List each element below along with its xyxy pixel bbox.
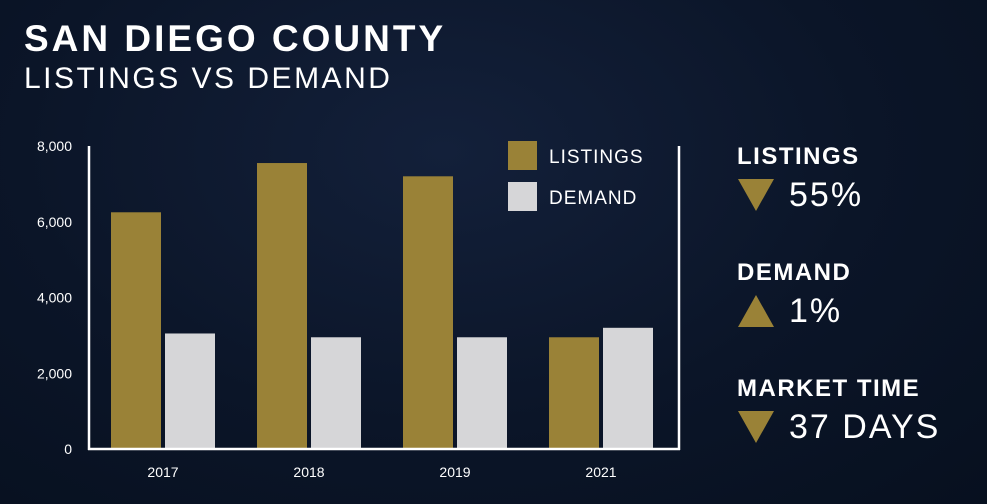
bar-demand-2019 — [457, 337, 507, 449]
x-tick-label: 2017 — [147, 464, 178, 480]
y-tick-label: 2,000 — [37, 365, 72, 381]
bar-chart: 0 2,000 4,000 6,000 8,000 2017 2018 2019 2021 L… — [37, 138, 653, 480]
stat-value: 55% — [789, 176, 864, 214]
y-tick-label: 4,000 — [37, 290, 72, 306]
down-triangle-icon — [738, 179, 774, 211]
stat-label: LISTINGS — [737, 143, 860, 170]
bar-listings-2019 — [403, 176, 453, 450]
bar-demand-2021 — [603, 327, 653, 449]
x-tick-label: 2019 — [439, 464, 470, 480]
bar-demand-2017 — [165, 333, 215, 449]
page-subtitle: LISTINGS VS DEMAND — [24, 62, 393, 95]
x-tick-label: 2018 — [293, 464, 324, 480]
legend-swatch-demand — [508, 182, 537, 211]
stat-value: 37 DAYS — [789, 408, 941, 446]
legend-label-listings: LISTINGS — [549, 147, 644, 168]
stat-market-time: MARKET TIME 37 DAYS — [737, 374, 940, 446]
bar-listings-2021 — [549, 337, 599, 449]
stat-label: DEMAND — [737, 259, 852, 286]
stat-label: MARKET TIME — [737, 375, 921, 402]
bar-listings-2018 — [257, 163, 307, 449]
stat-value: 1% — [789, 292, 843, 330]
stat-listings: LISTINGS 55% — [737, 142, 863, 214]
bar-listings-2017 — [111, 212, 161, 449]
down-triangle-icon — [738, 411, 774, 443]
stat-demand: DEMAND 1% — [737, 258, 851, 330]
chart-legend: LISTINGS DEMAND — [508, 141, 644, 211]
y-tick-label: 6,000 — [37, 214, 72, 230]
bar-demand-2018 — [311, 337, 361, 449]
x-tick-label: 2021 — [585, 464, 616, 480]
legend-label-demand: DEMAND — [549, 188, 637, 209]
y-tick-label: 0 — [64, 441, 72, 457]
page-title: SAN DIEGO COUNTY — [24, 18, 447, 59]
legend-swatch-listings — [508, 141, 537, 170]
up-triangle-icon — [738, 295, 774, 327]
y-tick-label: 8,000 — [37, 138, 72, 154]
